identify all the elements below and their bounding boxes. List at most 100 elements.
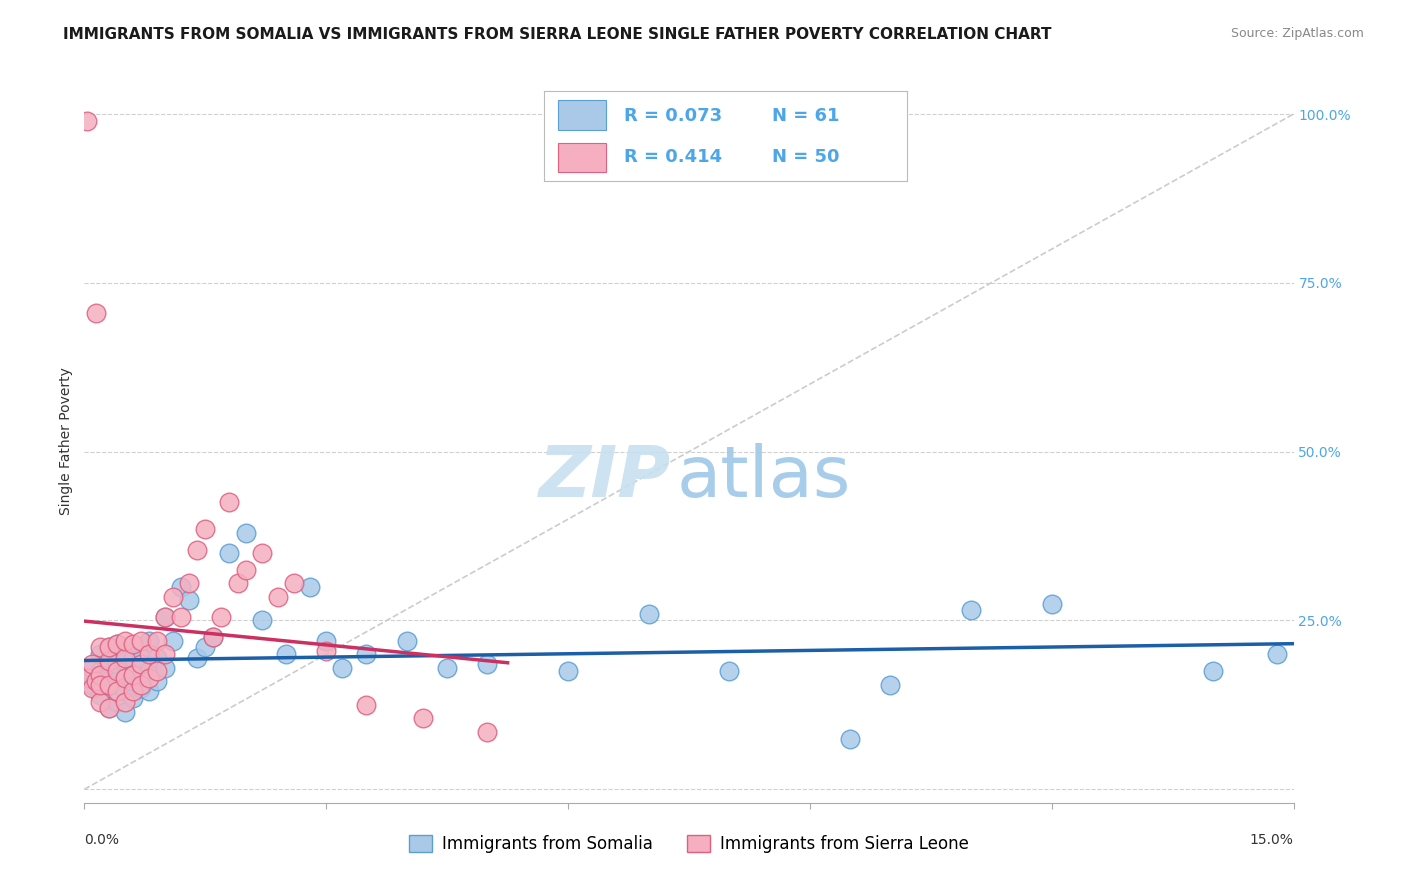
Point bbox=[114, 669, 136, 683]
Point bbox=[315, 644, 337, 658]
Point bbox=[114, 654, 136, 668]
Point bbox=[105, 694, 128, 708]
Point bbox=[89, 688, 111, 702]
Y-axis label: Single Father Poverty: Single Father Poverty bbox=[59, 368, 73, 516]
Point bbox=[170, 610, 193, 624]
Point bbox=[97, 640, 120, 655]
Point bbox=[97, 654, 120, 668]
Point bbox=[330, 661, 353, 675]
Point bbox=[162, 633, 184, 648]
Point bbox=[89, 664, 111, 678]
Point bbox=[1202, 664, 1225, 678]
Point bbox=[315, 633, 337, 648]
Point bbox=[82, 681, 104, 695]
Point bbox=[395, 633, 418, 648]
Text: atlas: atlas bbox=[676, 443, 851, 512]
Point bbox=[89, 678, 111, 692]
Point bbox=[153, 610, 176, 624]
Text: IMMIGRANTS FROM SOMALIA VS IMMIGRANTS FROM SIERRA LEONE SINGLE FATHER POVERTY CO: IMMIGRANTS FROM SOMALIA VS IMMIGRANTS FR… bbox=[63, 27, 1052, 42]
Text: 15.0%: 15.0% bbox=[1250, 833, 1294, 847]
Point bbox=[105, 684, 128, 698]
Text: Source: ZipAtlas.com: Source: ZipAtlas.com bbox=[1230, 27, 1364, 40]
Point bbox=[1267, 647, 1289, 661]
Point bbox=[97, 678, 120, 692]
Point bbox=[153, 610, 176, 624]
Point bbox=[77, 671, 100, 685]
Point bbox=[226, 576, 249, 591]
Point bbox=[82, 661, 104, 675]
Point bbox=[879, 678, 901, 692]
Point bbox=[299, 580, 322, 594]
Point bbox=[86, 306, 108, 320]
Point bbox=[129, 633, 152, 648]
Point bbox=[97, 667, 120, 681]
Point bbox=[153, 647, 176, 661]
Point bbox=[138, 647, 160, 661]
Point bbox=[129, 678, 152, 692]
Point bbox=[114, 671, 136, 685]
Point bbox=[477, 725, 499, 739]
Point bbox=[105, 657, 128, 672]
Point bbox=[250, 546, 273, 560]
Point bbox=[235, 563, 257, 577]
Point bbox=[114, 650, 136, 665]
Point bbox=[138, 633, 160, 648]
Point bbox=[138, 664, 160, 678]
Point bbox=[121, 667, 143, 681]
Point bbox=[194, 640, 217, 655]
Point bbox=[194, 522, 217, 536]
Point bbox=[162, 590, 184, 604]
Legend: Immigrants from Somalia, Immigrants from Sierra Leone: Immigrants from Somalia, Immigrants from… bbox=[402, 828, 976, 860]
Point bbox=[146, 650, 169, 665]
Point bbox=[250, 614, 273, 628]
Point bbox=[129, 657, 152, 672]
Point bbox=[114, 705, 136, 719]
Point bbox=[97, 640, 120, 655]
Point bbox=[121, 691, 143, 706]
Point bbox=[89, 667, 111, 681]
Point bbox=[121, 684, 143, 698]
Point bbox=[97, 657, 120, 672]
Text: 0.0%: 0.0% bbox=[84, 833, 120, 847]
Point bbox=[267, 590, 290, 604]
Point bbox=[209, 610, 232, 624]
Point bbox=[218, 495, 240, 509]
Point bbox=[97, 678, 120, 692]
Point bbox=[89, 694, 111, 708]
Point bbox=[89, 640, 111, 655]
Point bbox=[477, 657, 499, 672]
Point bbox=[179, 576, 201, 591]
Point bbox=[202, 631, 225, 645]
Point bbox=[218, 546, 240, 560]
Point bbox=[557, 664, 579, 678]
Point bbox=[121, 664, 143, 678]
Point bbox=[97, 701, 120, 715]
Point bbox=[138, 684, 160, 698]
Point bbox=[121, 650, 143, 665]
Point bbox=[839, 731, 862, 746]
Point bbox=[114, 684, 136, 698]
Point bbox=[114, 644, 136, 658]
Point bbox=[82, 678, 104, 692]
Point bbox=[105, 637, 128, 651]
Point bbox=[960, 603, 983, 617]
Point bbox=[436, 661, 458, 675]
Point bbox=[170, 580, 193, 594]
Point bbox=[129, 681, 152, 695]
Point bbox=[114, 694, 136, 708]
Point bbox=[153, 661, 176, 675]
Point bbox=[86, 674, 108, 689]
Point bbox=[412, 711, 434, 725]
Point bbox=[105, 664, 128, 678]
Point bbox=[129, 667, 152, 681]
Point bbox=[76, 113, 98, 128]
Point bbox=[186, 542, 208, 557]
Point bbox=[146, 633, 169, 648]
Point bbox=[356, 647, 378, 661]
Point bbox=[186, 650, 208, 665]
Point bbox=[179, 593, 201, 607]
Point bbox=[97, 701, 120, 715]
Point bbox=[283, 576, 305, 591]
Point bbox=[105, 674, 128, 689]
Point bbox=[235, 525, 257, 540]
